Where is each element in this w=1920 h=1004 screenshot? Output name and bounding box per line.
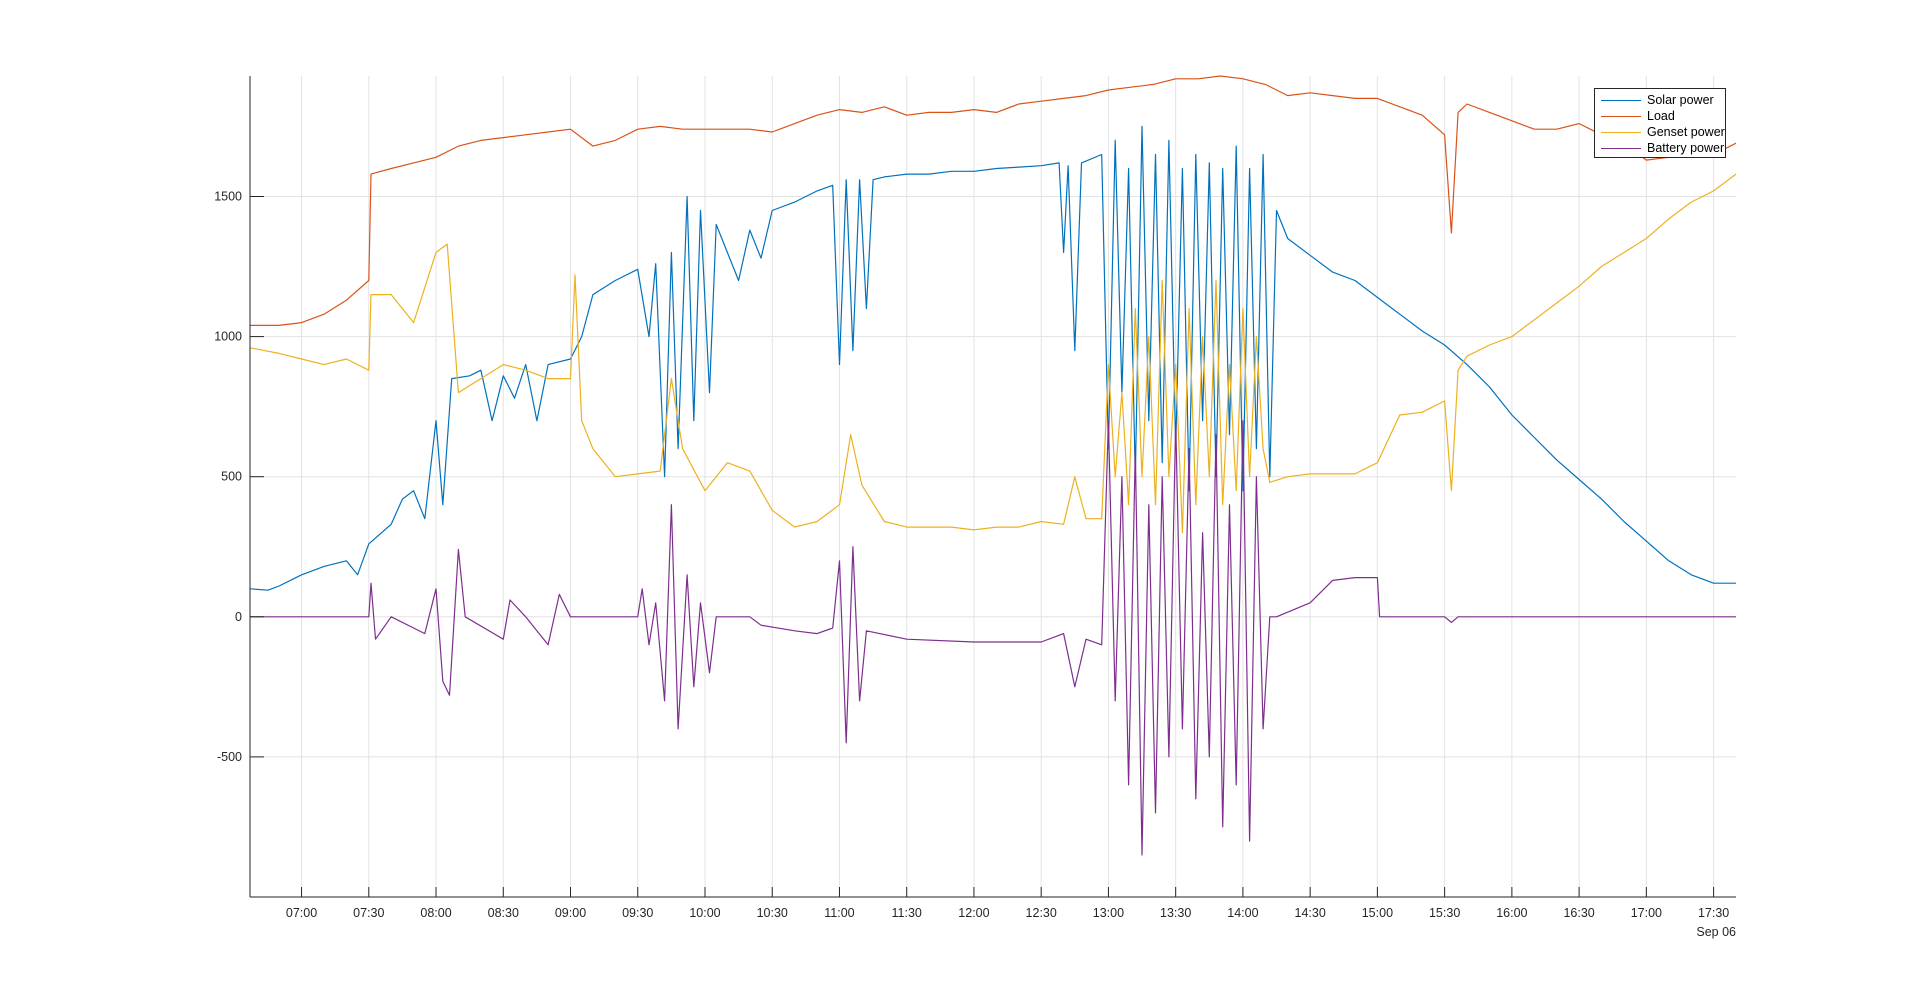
y-tick-label: 500: [221, 470, 242, 484]
series-line-solar-power: [249, 125, 1736, 591]
x-tick-label: 14:00: [1227, 906, 1258, 920]
legend-label: Load: [1647, 109, 1675, 123]
legend-label: Battery power: [1647, 141, 1725, 155]
x-tick-label: 09:00: [555, 906, 586, 920]
x-tick-label: 12:00: [958, 906, 989, 920]
x-tick-label: 07:00: [286, 906, 317, 920]
x-tick-label: 16:30: [1563, 906, 1594, 920]
y-tick-label: 1000: [214, 330, 242, 344]
y-tick-label: 1500: [214, 189, 242, 203]
x-tick-label: 12:30: [1026, 906, 1057, 920]
x-tick-label: 11:30: [892, 906, 922, 920]
legend-label: Genset power: [1647, 125, 1725, 139]
legend-line-load: [1601, 115, 1641, 117]
x-tick-label: 16:00: [1496, 906, 1527, 920]
y-tick-label: -500: [217, 750, 242, 764]
x-tick-label: 08:30: [488, 906, 519, 920]
axes: 07:00 07:30 08:00 08:30 09:00 09:30 10:00 10:30…: [214, 76, 1736, 939]
x-tick-label: 17:30: [1698, 906, 1729, 920]
series-line-load: [250, 75, 1737, 326]
legend-label: Solar power: [1647, 93, 1714, 107]
x-tick-label: 15:30: [1429, 906, 1460, 920]
legend-item-load: Load: [1601, 108, 1725, 124]
legend-line-solar-power: [1601, 99, 1641, 101]
series-line-battery-power: [250, 420, 1736, 856]
x-tick-label: 10:30: [757, 906, 788, 920]
x-tick-label: 17:00: [1631, 906, 1662, 920]
x-tick-label: 13:30: [1160, 906, 1191, 920]
x-tick-label: 08:00: [420, 906, 451, 920]
date-label: Sep 06: [1696, 925, 1736, 939]
series-lines: [249, 75, 1737, 856]
x-tick-label: 13:00: [1093, 906, 1124, 920]
x-tick-label: 10:00: [689, 906, 720, 920]
y-tick-label: 0: [235, 610, 242, 624]
series-line-genset-power: [249, 173, 1737, 534]
grid: [250, 76, 1736, 897]
legend-line-battery-power: [1601, 147, 1641, 149]
x-tick-label: 07:30: [353, 906, 384, 920]
x-tick-label: 15:00: [1362, 906, 1393, 920]
legend: Solar power Load Genset power Battery power: [1594, 88, 1726, 158]
legend-item-genset-power: Genset power: [1601, 124, 1725, 140]
x-tick-label: 09:30: [622, 906, 653, 920]
x-tick-label: 11:00: [824, 906, 854, 920]
legend-line-genset-power: [1601, 131, 1641, 133]
x-tick-label: 14:30: [1295, 906, 1326, 920]
legend-item-solar-power: Solar power: [1601, 92, 1725, 108]
legend-item-battery-power: Battery power: [1601, 140, 1725, 156]
